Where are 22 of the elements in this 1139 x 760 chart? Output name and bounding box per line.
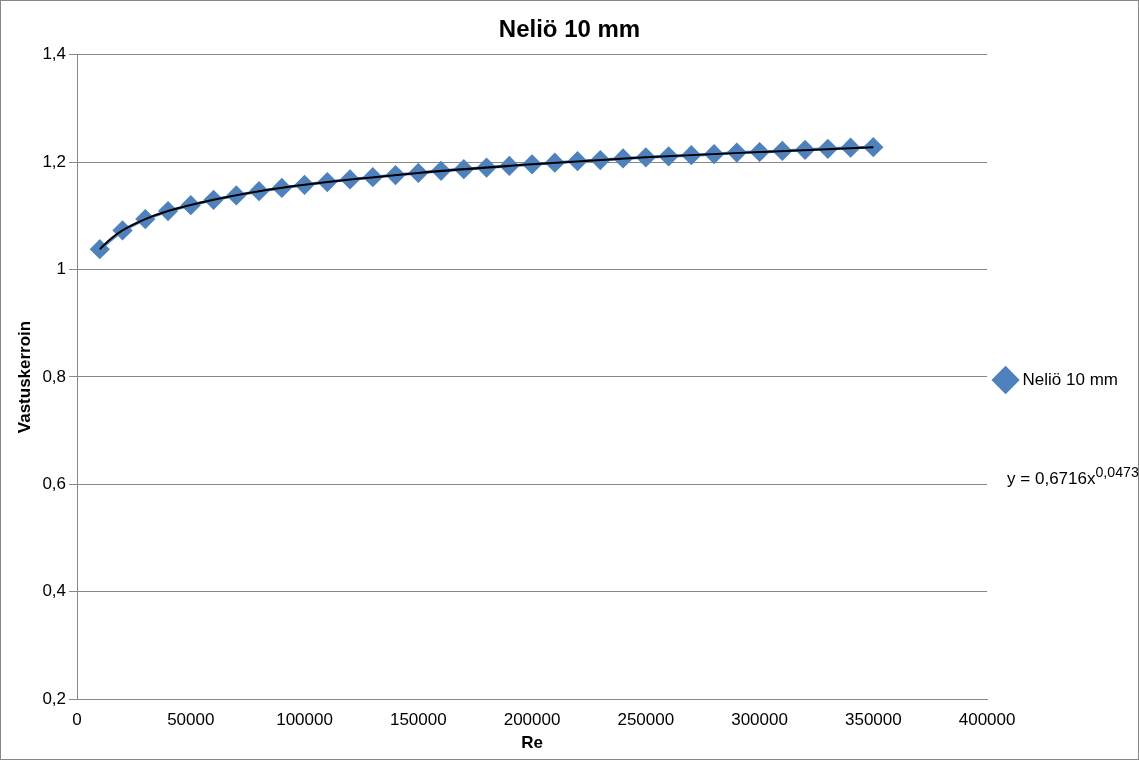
x-tick-label: 300000 [731,710,788,730]
y-tick-label: 0,4 [42,581,67,601]
x-tick-label: 250000 [617,710,675,730]
y-axis-title: Vastuskerroin [14,320,34,434]
x-axis-title: Re [521,733,543,753]
x-tick-label: 0 [72,710,82,730]
x-tick-label: 100000 [276,710,333,730]
x-tick-label: 50000 [167,710,215,730]
legend-label: Neliö 10 mm [1022,369,1118,389]
x-tick-label: 350000 [844,710,902,730]
y-tick-label: 0,2 [42,688,67,708]
y-tick-label: 0,6 [42,474,67,494]
x-tick-label: 150000 [389,710,447,730]
y-tick-label: 0,8 [42,366,67,386]
y-tick-label: 1,4 [42,44,67,64]
text: y = 0,6716x$^{0,0473}$ [1007,463,1139,489]
y-tick-label: 1 [56,259,67,279]
y-tick-label: 1,2 [42,151,67,171]
point [90,239,110,259]
x-tick-label: 200000 [503,710,561,730]
x-tick-label: 400000 [958,710,1016,730]
chart-title: Neliö 10 mm [498,15,641,43]
